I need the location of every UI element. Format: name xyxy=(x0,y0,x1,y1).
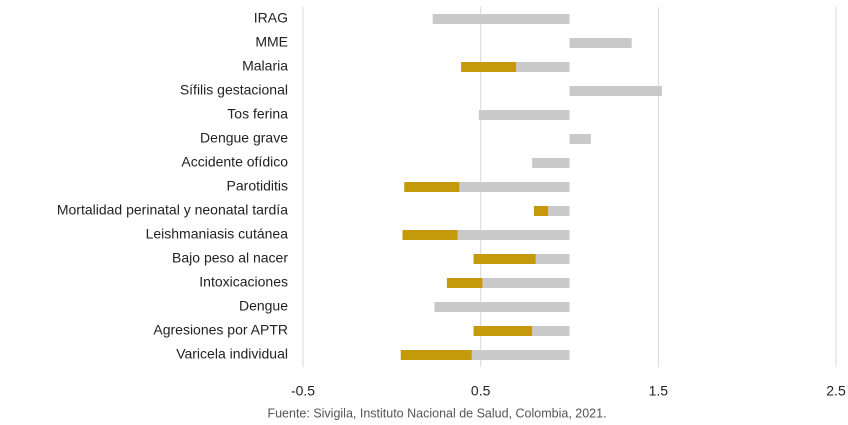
bar xyxy=(482,278,570,288)
bar xyxy=(457,230,570,240)
y-tick-label: Tos ferina xyxy=(227,106,288,122)
y-tick-label: Intoxicaciones xyxy=(199,274,288,290)
y-tick-label: Dengue xyxy=(239,298,288,314)
bar xyxy=(461,62,517,72)
bar xyxy=(569,38,632,48)
bar xyxy=(400,350,472,360)
y-tick-label: Leishmaniasis cutánea xyxy=(146,226,289,242)
bar xyxy=(473,326,533,336)
bar xyxy=(459,182,570,192)
bar xyxy=(434,302,570,312)
bar xyxy=(532,326,570,336)
bar xyxy=(478,110,570,120)
bar xyxy=(432,14,570,24)
y-tick-label: Malaria xyxy=(242,58,288,74)
bar xyxy=(471,350,570,360)
y-tick-label: Sífilis gestacional xyxy=(180,82,288,98)
x-tick-label: 2.5 xyxy=(826,383,846,399)
y-tick-label: Varicela individual xyxy=(176,346,288,362)
bar xyxy=(532,158,570,168)
y-tick-label: Bajo peso al nacer xyxy=(172,250,288,266)
y-tick-label: Mortalidad perinatal y neonatal tardía xyxy=(57,202,288,218)
y-tick-label: Accidente ofídico xyxy=(181,154,288,170)
bar xyxy=(404,182,460,192)
y-tick-label: Parotiditis xyxy=(227,178,288,194)
y-tick-label: IRAG xyxy=(254,10,288,26)
bar xyxy=(533,206,549,216)
bar xyxy=(569,86,662,96)
x-tick-label: -0.5 xyxy=(291,383,315,399)
bar xyxy=(535,254,570,264)
y-tick-label: MME xyxy=(255,34,288,50)
bar xyxy=(402,230,458,240)
y-tick-label: Agresiones por APTR xyxy=(153,322,288,338)
x-tick-label: 0.5 xyxy=(471,383,491,399)
bar xyxy=(548,206,570,216)
bar xyxy=(516,62,570,72)
bar xyxy=(446,278,483,288)
bar xyxy=(473,254,536,264)
x-tick-label: 1.5 xyxy=(649,383,669,399)
source-note: Fuente: Sivigila, Instituto Nacional de … xyxy=(267,406,606,420)
bar xyxy=(569,134,591,144)
y-tick-label: Dengue grave xyxy=(200,130,288,146)
